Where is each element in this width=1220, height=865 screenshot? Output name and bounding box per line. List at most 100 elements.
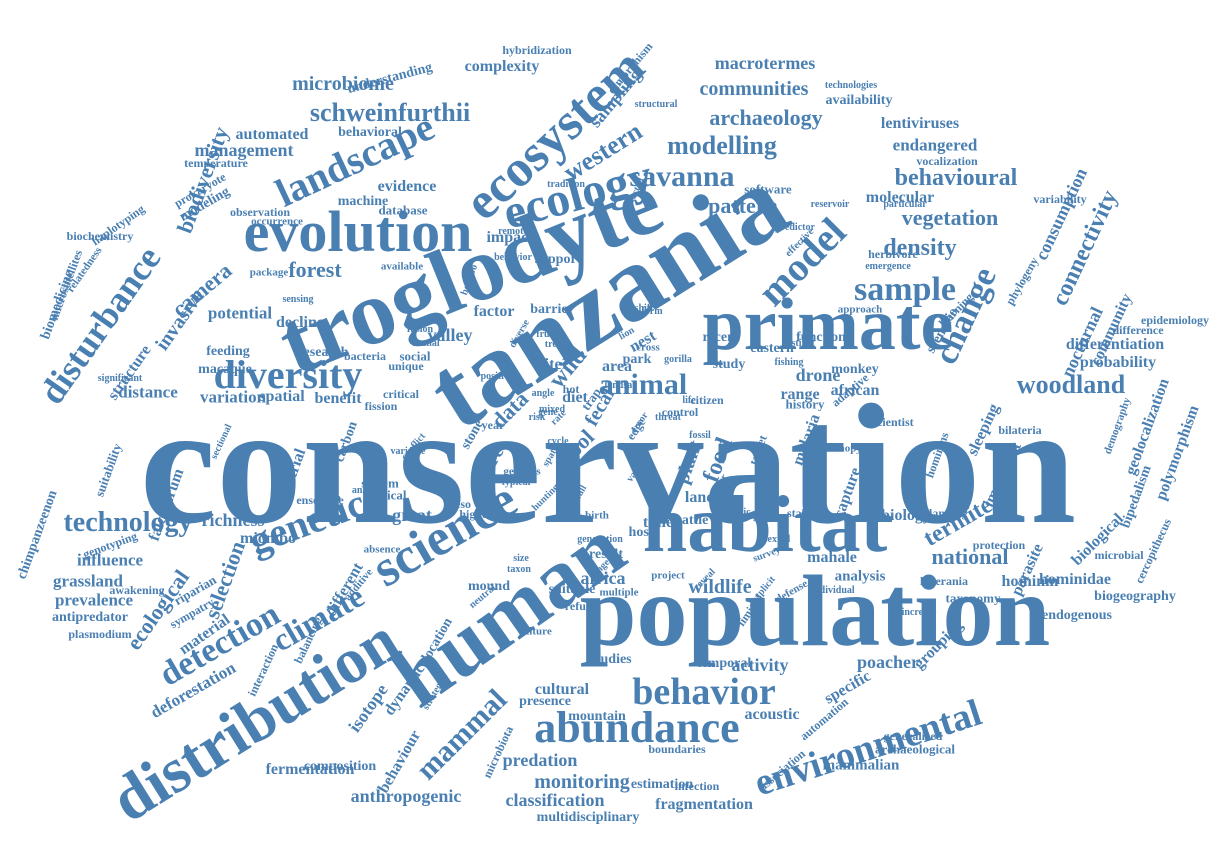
cloud-word: habitat: [642, 481, 888, 569]
cloud-word: sexual: [763, 534, 791, 545]
cloud-word: meso: [445, 497, 471, 511]
cloud-word: image: [733, 508, 765, 522]
cloud-word: tradition: [547, 179, 585, 190]
cloud-word: factor: [473, 303, 515, 320]
cloud-word: threat: [655, 412, 681, 423]
cloud-word: emergence: [865, 261, 911, 272]
cloud-word: chimpanzeenon: [14, 488, 61, 582]
cloud-word: software: [744, 181, 792, 197]
cloud-word: distance: [118, 382, 178, 402]
cloud-word: monkey: [831, 362, 879, 377]
cloud-word: birth: [585, 509, 609, 522]
cloud-word: bilateria: [998, 423, 1042, 437]
cloud-word: barrier: [530, 302, 574, 317]
cloud-word: africa: [580, 568, 626, 588]
cloud-word: behavior: [494, 252, 532, 263]
cloud-word: composition: [303, 759, 377, 774]
cloud-word: fishing: [774, 357, 804, 368]
cloud-word: awakening: [109, 583, 165, 597]
cloud-word: microbiome: [292, 73, 394, 95]
cloud-word: stable: [787, 506, 817, 520]
cloud-word: gorilla: [664, 354, 692, 365]
cloud-word: system: [361, 475, 399, 491]
cloud-word: support: [534, 252, 582, 267]
cloud-word: taxonomy: [945, 590, 1001, 606]
cloud-word: site: [538, 356, 562, 373]
cloud-word: predation: [502, 750, 578, 770]
cloud-word: infection: [674, 779, 720, 793]
cloud-word: african: [830, 382, 880, 399]
cloud-word: population: [579, 555, 1051, 668]
cloud-word: fruit: [536, 329, 556, 340]
cloud-word: package: [249, 266, 289, 279]
cloud-word: size: [513, 553, 529, 564]
cloud-word: suitability: [91, 441, 125, 499]
cloud-word: anthropogenic: [350, 786, 462, 806]
cloud-word: shift: [634, 303, 654, 314]
cloud-word: suitable: [548, 582, 596, 597]
cloud-word: occurrence: [251, 215, 303, 228]
cloud-word: complexity: [464, 58, 540, 75]
cloud-word: generation: [577, 534, 623, 545]
cloud-word: approach: [837, 303, 883, 316]
cloud-word: primate: [702, 284, 954, 366]
cloud-word: boundaries: [648, 742, 706, 756]
cloud-word: angle: [531, 388, 555, 399]
cloud-word: bipedalism: [1118, 463, 1155, 531]
cloud-word: fermentation: [265, 761, 355, 778]
cloud-word: grassland: [53, 571, 123, 591]
cloud-word: animal: [598, 368, 688, 401]
cloud-word: positive: [480, 371, 514, 382]
cloud-word: demography: [1101, 395, 1134, 456]
cloud-word: richness: [201, 510, 265, 530]
cloud-word: area: [602, 358, 632, 375]
cloud-word: management: [194, 140, 294, 160]
cloud-word: cultural: [534, 681, 590, 698]
cloud-word: planning: [922, 506, 968, 520]
cloud-word: ensemble: [296, 493, 344, 507]
cloud-word: valley: [427, 325, 473, 345]
cloud-word: cycle: [547, 436, 569, 447]
cloud-word: generalized: [883, 729, 943, 743]
cloud-word: hot: [562, 382, 580, 396]
cloud-word: analysis: [834, 568, 886, 585]
cloud-word: decline: [276, 314, 324, 331]
cloud-word: mammalian: [822, 757, 900, 774]
cloud-word: herbivore: [868, 247, 918, 261]
cloud-word: host: [628, 525, 654, 540]
cloud-word: eastern: [750, 341, 794, 356]
cloud-word: sensing: [282, 294, 314, 305]
cloud-word: feeding: [206, 344, 250, 359]
cloud-word: history: [785, 396, 825, 412]
cloud-word: pattern: [708, 193, 778, 218]
cloud-word: estimation: [630, 777, 694, 792]
cloud-word: cross: [636, 341, 660, 354]
cloud-word: wide: [558, 506, 578, 517]
cloud-word: variable: [390, 446, 426, 457]
cloud-word: great: [392, 505, 432, 525]
cloud-word: temperature: [184, 156, 248, 170]
cloud-word: endogenous: [1041, 608, 1113, 623]
cloud-word: potential: [207, 303, 273, 323]
cloud-word: higher: [459, 507, 493, 521]
cloud-word: epidemiology: [1141, 313, 1209, 327]
cloud-word: tree: [544, 339, 562, 350]
cloud-word: database: [378, 202, 428, 218]
cloud-word: risk: [528, 412, 546, 423]
cloud-word: cattle: [675, 513, 709, 528]
cloud-word: result: [589, 547, 623, 562]
cloud-word: predictor: [775, 222, 815, 233]
cloud-word: bacteria: [344, 349, 386, 363]
cloud-word: time: [642, 514, 674, 531]
cloud-word: laverania: [920, 574, 968, 588]
cloud-word: biochemistry: [66, 229, 134, 243]
cloud-word: culture: [518, 625, 552, 638]
cloud-word: lentiviruses: [880, 115, 960, 132]
cloud-word: drone: [795, 365, 841, 385]
cloud-word: refugia: [564, 599, 602, 613]
cloud-word: citizen: [690, 393, 724, 407]
cloud-word: modelling: [667, 131, 777, 160]
cloud-word: evolution: [243, 199, 473, 264]
cloud-word: tropical: [363, 487, 407, 503]
cloud-word: diet: [562, 389, 588, 406]
